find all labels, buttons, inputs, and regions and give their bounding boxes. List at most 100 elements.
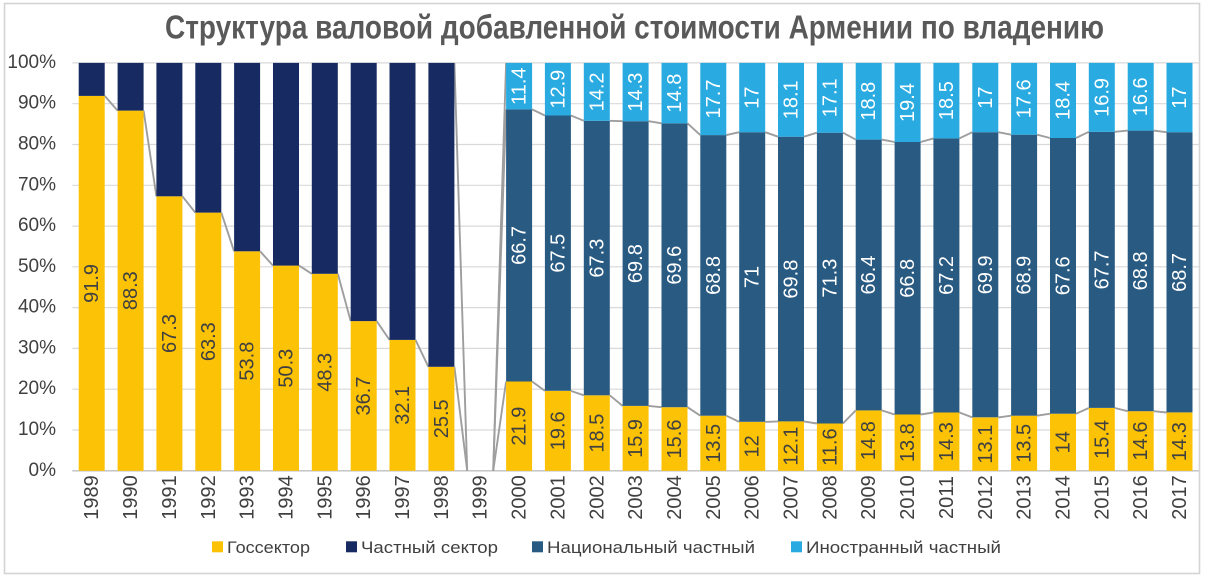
svg-text:2013: 2013	[1014, 475, 1036, 520]
svg-text:90%: 90%	[18, 93, 56, 114]
svg-text:21.9: 21.9	[509, 407, 531, 446]
svg-text:18.4: 18.4	[1053, 81, 1075, 120]
svg-text:66.7: 66.7	[509, 226, 531, 265]
svg-text:14.3: 14.3	[936, 422, 958, 461]
svg-text:11.6: 11.6	[819, 428, 841, 465]
svg-text:Структура валовой добавленной: Структура валовой добавленной стоимости …	[165, 9, 1104, 46]
svg-text:88.3: 88.3	[120, 271, 142, 310]
svg-text:2006: 2006	[742, 475, 764, 520]
svg-text:Иностранный частный: Иностранный частный	[806, 538, 1001, 557]
svg-text:0%: 0%	[29, 460, 57, 481]
svg-text:17: 17	[1169, 86, 1191, 108]
svg-text:2003: 2003	[625, 475, 647, 520]
svg-text:66.4: 66.4	[858, 256, 880, 295]
svg-text:19.6: 19.6	[547, 411, 569, 450]
svg-text:14.3: 14.3	[1169, 422, 1191, 461]
svg-text:69.9: 69.9	[975, 255, 997, 294]
svg-text:Национальный частный: Национальный частный	[547, 538, 755, 557]
svg-text:1998: 1998	[431, 475, 453, 520]
svg-text:100%: 100%	[7, 52, 56, 73]
svg-text:69.8: 69.8	[781, 260, 803, 299]
svg-text:2015: 2015	[1091, 475, 1113, 520]
svg-text:18.5: 18.5	[586, 414, 608, 453]
svg-text:14: 14	[1053, 431, 1075, 453]
svg-text:2012: 2012	[975, 475, 997, 520]
svg-text:2001: 2001	[547, 475, 569, 520]
svg-text:50.3: 50.3	[276, 349, 298, 388]
svg-text:71.3: 71.3	[819, 259, 841, 298]
svg-text:1989: 1989	[81, 475, 103, 520]
svg-text:14.6: 14.6	[1130, 422, 1152, 461]
svg-text:67.3: 67.3	[586, 239, 608, 278]
svg-text:12.1: 12.1	[781, 427, 803, 466]
svg-text:2000: 2000	[509, 475, 531, 520]
svg-text:16.6: 16.6	[1130, 77, 1152, 116]
svg-text:2011: 2011	[936, 476, 958, 519]
svg-text:2005: 2005	[703, 475, 725, 520]
svg-text:11.4: 11.4	[509, 67, 531, 104]
svg-text:1997: 1997	[392, 475, 414, 520]
svg-text:68.9: 68.9	[1014, 256, 1036, 295]
svg-text:60%: 60%	[18, 215, 56, 236]
svg-text:1990: 1990	[120, 475, 142, 520]
svg-text:67.2: 67.2	[936, 256, 958, 295]
svg-text:18.1: 18.1	[781, 80, 803, 119]
svg-text:66.8: 66.8	[897, 259, 919, 298]
svg-text:2017: 2017	[1169, 475, 1191, 520]
svg-text:2002: 2002	[586, 475, 608, 520]
svg-text:17.7: 17.7	[703, 80, 725, 119]
svg-text:1993: 1993	[237, 475, 259, 520]
svg-text:1999: 1999	[470, 475, 492, 520]
svg-text:18.5: 18.5	[936, 81, 958, 120]
svg-text:63.3: 63.3	[198, 322, 220, 361]
svg-text:10%: 10%	[18, 419, 56, 440]
svg-text:69.8: 69.8	[625, 244, 647, 283]
svg-text:13.8: 13.8	[897, 423, 919, 462]
svg-text:20%: 20%	[18, 378, 56, 399]
svg-text:36.7: 36.7	[353, 377, 375, 416]
svg-text:Частный сектор: Частный сектор	[361, 538, 498, 557]
svg-text:67.3: 67.3	[159, 314, 181, 353]
svg-text:13.5: 13.5	[1014, 424, 1036, 463]
svg-text:1996: 1996	[353, 475, 375, 520]
svg-text:12.9: 12.9	[547, 70, 569, 109]
svg-text:2009: 2009	[858, 475, 880, 520]
svg-text:14.3: 14.3	[625, 73, 647, 112]
svg-text:70%: 70%	[18, 174, 56, 195]
svg-text:17.1: 17.1	[819, 78, 841, 117]
svg-text:12: 12	[742, 435, 764, 457]
svg-text:1994: 1994	[276, 475, 298, 520]
svg-text:71: 71	[742, 266, 764, 288]
svg-text:48.3: 48.3	[314, 353, 336, 392]
svg-text:1995: 1995	[314, 475, 336, 520]
svg-text:67.6: 67.6	[1053, 256, 1075, 295]
svg-text:17.6: 17.6	[1014, 79, 1036, 118]
svg-text:2016: 2016	[1130, 475, 1152, 520]
svg-text:2014: 2014	[1053, 475, 1075, 520]
svg-text:2008: 2008	[819, 475, 841, 520]
svg-text:32.1: 32.1	[392, 386, 414, 425]
svg-text:14.8: 14.8	[664, 74, 686, 113]
svg-text:19.4: 19.4	[897, 83, 919, 122]
svg-text:13.1: 13.1	[975, 425, 997, 464]
svg-text:68.7: 68.7	[1169, 253, 1191, 292]
svg-text:80%: 80%	[18, 134, 56, 155]
svg-text:17: 17	[742, 86, 764, 108]
svg-text:69.6: 69.6	[664, 246, 686, 285]
svg-text:17: 17	[975, 86, 997, 108]
svg-text:14.2: 14.2	[586, 72, 608, 111]
svg-text:Госсектор: Госсектор	[227, 538, 310, 557]
svg-text:40%: 40%	[18, 297, 56, 318]
svg-text:1992: 1992	[198, 475, 220, 520]
svg-text:16.9: 16.9	[1091, 78, 1113, 117]
svg-text:1991: 1991	[159, 475, 181, 520]
svg-text:68.8: 68.8	[703, 256, 725, 295]
svg-text:2010: 2010	[897, 475, 919, 520]
svg-text:18.8: 18.8	[858, 82, 880, 121]
svg-text:2004: 2004	[664, 475, 686, 520]
svg-text:67.7: 67.7	[1091, 250, 1113, 289]
svg-text:15.4: 15.4	[1091, 420, 1113, 459]
svg-text:25.5: 25.5	[431, 399, 453, 438]
svg-text:67.5: 67.5	[547, 234, 569, 273]
svg-text:15.9: 15.9	[625, 419, 647, 458]
